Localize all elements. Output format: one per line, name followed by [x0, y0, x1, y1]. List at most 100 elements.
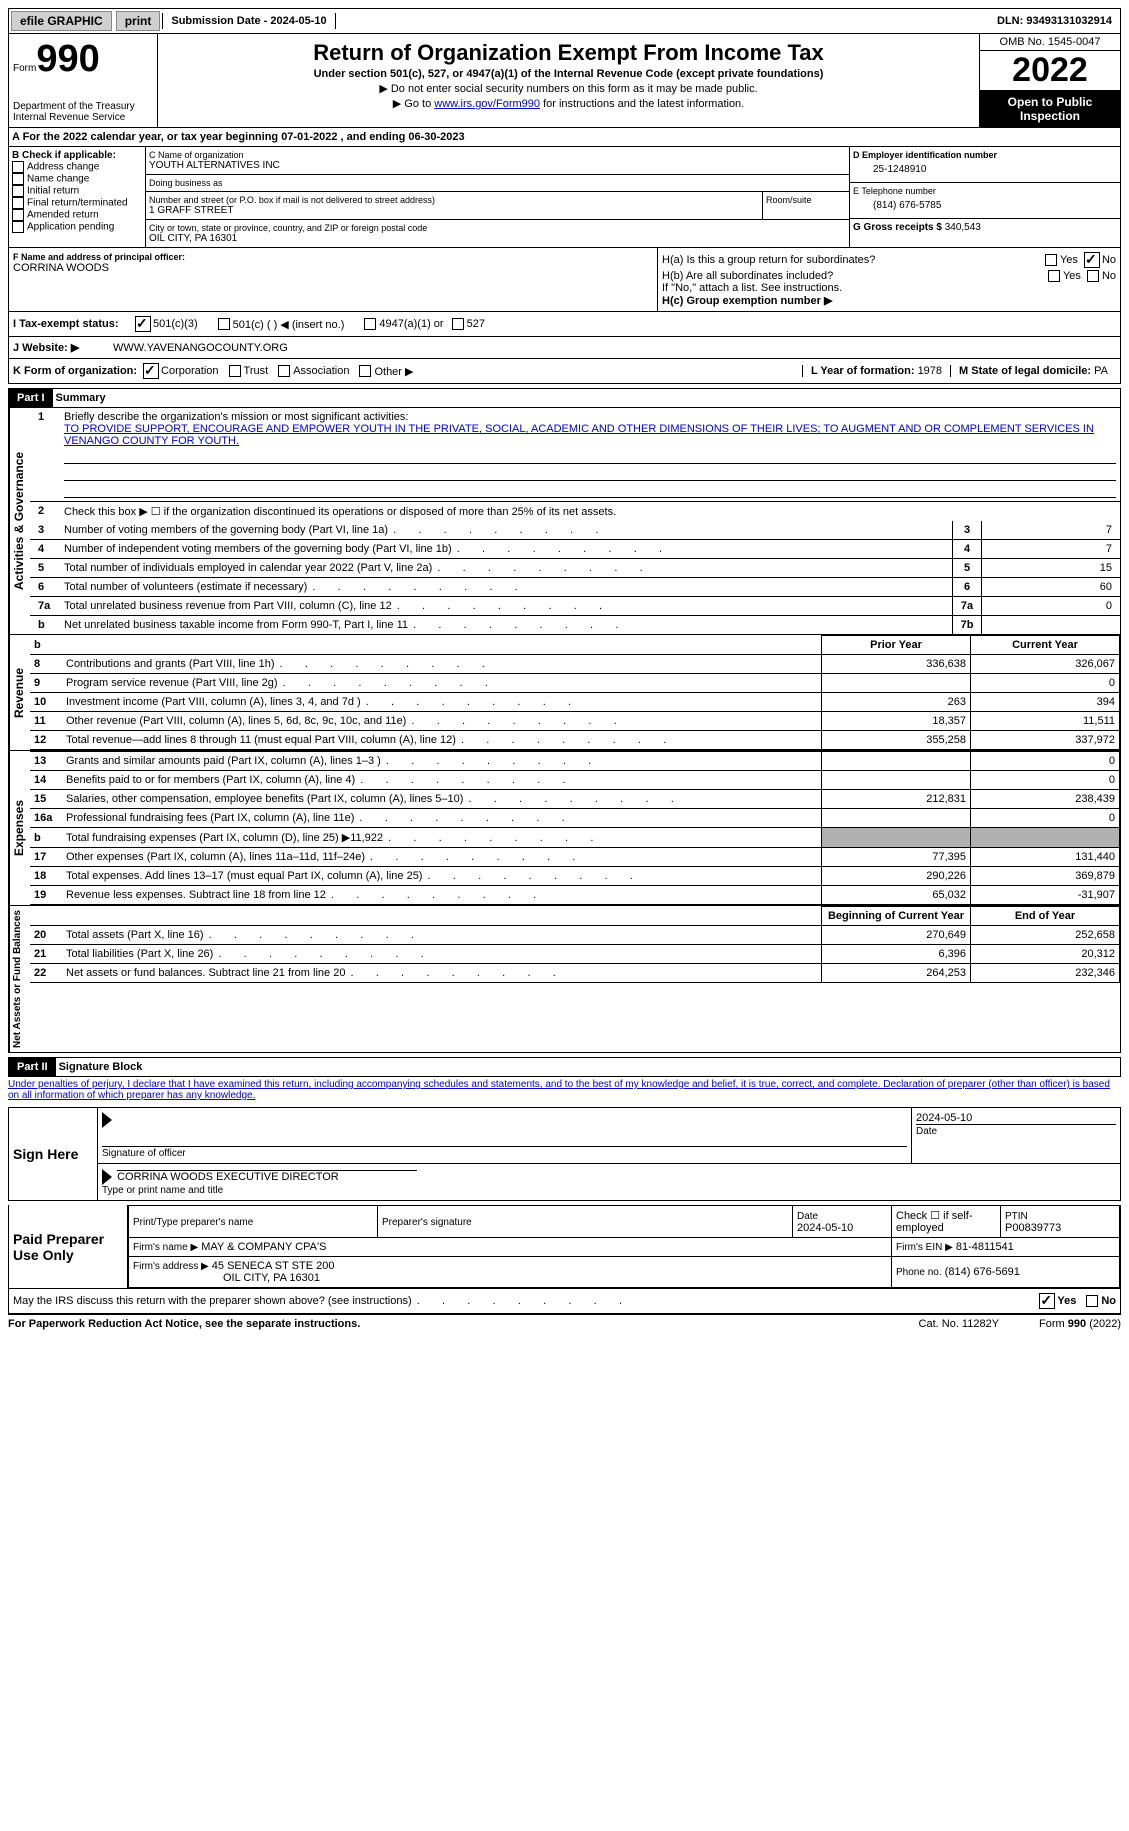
- korg-label: K Form of organization:: [13, 365, 137, 377]
- section-c: C Name of organization YOUTH ALTERNATIVE…: [146, 147, 850, 247]
- chk-trust[interactable]: [229, 365, 241, 377]
- lbl-corp: Corporation: [161, 365, 218, 377]
- org-name: YOUTH ALTERNATIVES INC: [149, 160, 846, 171]
- year-formation-label: L Year of formation:: [811, 365, 915, 377]
- discuss-no: No: [1101, 1295, 1116, 1307]
- efile-button[interactable]: efile GRAPHIC: [11, 11, 112, 31]
- submission-date: Submission Date - 2024-05-10: [162, 13, 335, 29]
- discuss-yes-check[interactable]: [1039, 1293, 1055, 1309]
- pp-date: 2024-05-10: [797, 1222, 853, 1234]
- gross-value: 340,543: [945, 222, 981, 233]
- org-name-label: C Name of organization: [149, 150, 846, 160]
- table-row: 21Total liabilities (Part X, line 26)6,3…: [30, 945, 1120, 964]
- firm-ein: 81-4811541: [956, 1241, 1014, 1253]
- section-f: F Name and address of principal officer:…: [9, 248, 658, 311]
- perjury-text: Under penalties of perjury, I declare th…: [8, 1077, 1121, 1103]
- omb-number: OMB No. 1545-0047: [980, 34, 1120, 51]
- vtab-net: Net Assets or Fund Balances: [9, 906, 30, 1052]
- col-current-year: Current Year: [971, 636, 1120, 655]
- table-row: 13Grants and similar amounts paid (Part …: [30, 752, 1120, 771]
- h-a-no: No: [1102, 254, 1116, 266]
- sign-here-block: Sign Here Signature of officer 2024-05-1…: [8, 1107, 1121, 1201]
- section-h: H(a) Is this a group return for subordin…: [658, 248, 1120, 311]
- discuss-yes: Yes: [1057, 1295, 1076, 1307]
- vtab-revenue: Revenue: [9, 635, 30, 750]
- section-b: B Check if applicable: Address change Na…: [9, 147, 146, 247]
- print-button[interactable]: print: [116, 11, 161, 31]
- ptin-value: P00839773: [1005, 1222, 1061, 1234]
- room-label: Room/suite: [766, 195, 846, 205]
- revenue-table: b Prior Year Current Year 8Contributions…: [30, 635, 1120, 750]
- col-prior-year: Prior Year: [822, 636, 971, 655]
- lbl-527: 527: [467, 318, 485, 330]
- discuss-no-check[interactable]: [1086, 1295, 1098, 1307]
- h-b-no-check[interactable]: [1087, 270, 1099, 282]
- ptin-label: PTIN: [1005, 1211, 1028, 1222]
- h-b-yes-check[interactable]: [1048, 270, 1060, 282]
- sign-here-label: Sign Here: [9, 1108, 98, 1200]
- part-ii-header: Part II Signature Block: [8, 1057, 1121, 1077]
- chk-4947[interactable]: [364, 318, 376, 330]
- vtab-expenses: Expenses: [9, 751, 30, 905]
- arrow-icon: [102, 1169, 112, 1185]
- chk-other[interactable]: [359, 365, 371, 377]
- dln: DLN: 93493131032914: [989, 13, 1120, 29]
- officer-label: F Name and address of principal officer:: [13, 252, 653, 262]
- ein-label: D Employer identification number: [853, 150, 1117, 160]
- page-footer: For Paperwork Reduction Act Notice, see …: [8, 1314, 1121, 1333]
- net-table: Beginning of Current Year End of Year 20…: [30, 906, 1120, 983]
- table-row: 20Total assets (Part X, line 16)270,6492…: [30, 926, 1120, 945]
- chk-amended[interactable]: Amended return: [12, 209, 142, 221]
- state-domicile: PA: [1094, 365, 1108, 377]
- lbl-501c3: 501(c)(3): [153, 318, 198, 330]
- summary-line: 3Number of voting members of the governi…: [30, 521, 1120, 539]
- chk-name[interactable]: Name change: [12, 173, 142, 185]
- note-goto-post: for instructions and the latest informat…: [540, 98, 744, 110]
- col-beginning: Beginning of Current Year: [822, 907, 971, 926]
- chk-527[interactable]: [452, 318, 464, 330]
- h-a-yes-check[interactable]: [1045, 254, 1057, 266]
- part-i-title: Summary: [53, 389, 109, 407]
- firm-name-label: Firm's name ▶: [133, 1242, 198, 1253]
- note-goto-pre: ▶ Go to: [393, 98, 434, 110]
- firm-phone-label: Phone no.: [896, 1267, 942, 1278]
- form-word: Form: [13, 63, 36, 74]
- status-label: I Tax-exempt status:: [13, 318, 133, 330]
- form-number: 990: [36, 38, 99, 80]
- section-b-label: B Check if applicable:: [12, 150, 142, 161]
- h-b-yes: Yes: [1063, 270, 1081, 282]
- table-row: 12Total revenue—add lines 8 through 11 (…: [30, 731, 1120, 750]
- chk-final[interactable]: Final return/terminated: [12, 197, 142, 209]
- chk-initial[interactable]: Initial return: [12, 185, 142, 197]
- h-b-note: If "No," attach a list. See instructions…: [662, 282, 1116, 294]
- pp-check[interactable]: Check ☐ if self-employed: [892, 1206, 1001, 1238]
- h-a-label: H(a) Is this a group return for subordin…: [662, 254, 1045, 266]
- sig-date-label: Date: [916, 1126, 937, 1137]
- table-row: 10Investment income (Part VIII, column (…: [30, 693, 1120, 712]
- lbl-4947: 4947(a)(1) or: [379, 318, 443, 330]
- l1-label: Briefly describe the organization's miss…: [64, 411, 408, 423]
- chk-address[interactable]: Address change: [12, 161, 142, 173]
- chk-501c[interactable]: [218, 318, 230, 330]
- part-ii-badge: Part II: [9, 1058, 56, 1076]
- table-row: 18Total expenses. Add lines 13–17 (must …: [30, 867, 1120, 886]
- h-a-no-check[interactable]: [1084, 252, 1100, 268]
- paid-preparer-label: Paid Preparer Use Only: [9, 1205, 128, 1288]
- officer-printed: CORRINA WOODS EXECUTIVE DIRECTOR: [117, 1171, 417, 1183]
- table-row: 17Other expenses (Part IX, column (A), l…: [30, 848, 1120, 867]
- net-assets-section: Net Assets or Fund Balances Beginning of…: [8, 906, 1121, 1053]
- summary-line: 6Total number of volunteers (estimate if…: [30, 577, 1120, 596]
- chk-corp[interactable]: [143, 363, 159, 379]
- chk-assoc[interactable]: [278, 365, 290, 377]
- chk-pending[interactable]: Application pending: [12, 221, 142, 233]
- website-label: J Website: ▶: [13, 341, 113, 354]
- open-inspection: Open to Public Inspection: [980, 91, 1120, 127]
- irs-link[interactable]: www.irs.gov/Form990: [434, 98, 540, 110]
- chk-501c3[interactable]: [135, 316, 151, 332]
- vtab-activities: Activities & Governance: [9, 408, 30, 634]
- expenses-section: Expenses 13Grants and similar amounts pa…: [8, 751, 1121, 906]
- firm-name: MAY & COMPANY CPA'S: [201, 1241, 326, 1253]
- h-a-yes: Yes: [1060, 254, 1078, 266]
- firm-addr-label: Firm's address ▶: [133, 1261, 209, 1272]
- mission-text[interactable]: TO PROVIDE SUPPORT, ENCOURAGE AND EMPOWE…: [64, 423, 1094, 447]
